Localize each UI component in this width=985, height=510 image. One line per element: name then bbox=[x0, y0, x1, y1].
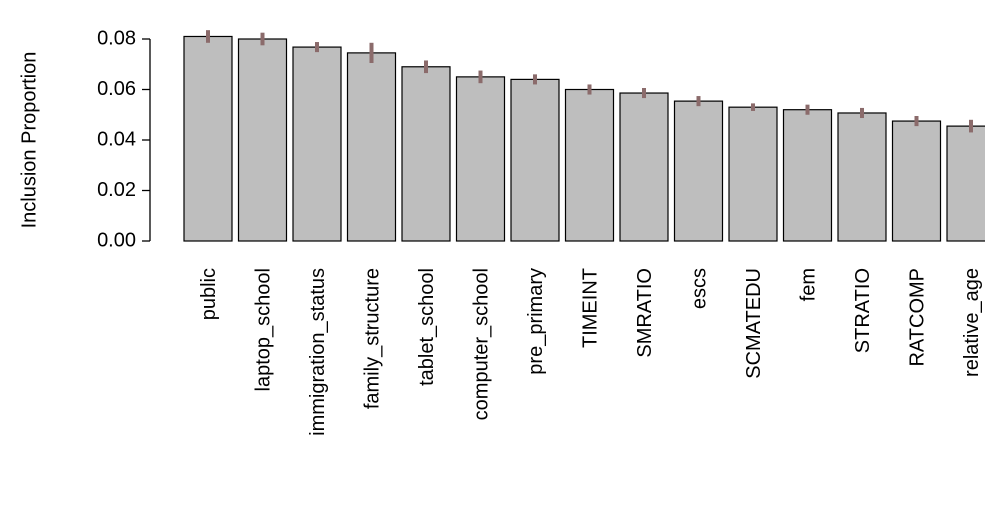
bar bbox=[564, 88, 615, 242]
y-tick-label: 0.00 bbox=[97, 229, 136, 251]
x-tick-label: laptop_school bbox=[253, 268, 275, 391]
bar bbox=[455, 76, 506, 242]
x-tick-label: STRATIO bbox=[852, 268, 874, 353]
x-tick-label: pre_primary bbox=[525, 268, 547, 375]
x-tick-label: public bbox=[198, 268, 220, 320]
x-tick-label: relative_age bbox=[961, 268, 983, 377]
bar bbox=[183, 35, 233, 242]
bar bbox=[782, 109, 833, 242]
bar bbox=[510, 78, 560, 242]
bar bbox=[891, 120, 942, 242]
y-tick-label: 0.08 bbox=[97, 27, 136, 49]
bar bbox=[728, 106, 778, 242]
x-tick-label: RATCOMP bbox=[907, 268, 929, 367]
bar bbox=[837, 112, 887, 242]
bar bbox=[619, 92, 669, 242]
bar bbox=[237, 38, 288, 242]
bar bbox=[346, 52, 397, 242]
x-tick-label: SCMATEDU bbox=[743, 268, 765, 379]
x-tick-label: computer_school bbox=[471, 268, 493, 420]
bar bbox=[292, 46, 342, 242]
x-tick-label: tablet_school bbox=[416, 268, 438, 386]
x-tick-label: family_structure bbox=[362, 268, 384, 409]
bar bbox=[946, 125, 985, 242]
x-tick-label: escs bbox=[689, 268, 711, 309]
y-tick-label: 0.02 bbox=[97, 179, 136, 201]
y-tick-label: 0.04 bbox=[97, 128, 136, 150]
x-tick-label: SMRATIO bbox=[634, 268, 656, 358]
x-tick-label: TIMEINT bbox=[580, 268, 602, 348]
y-axis-label: Inclusion Proportion bbox=[18, 52, 40, 229]
x-tick-label: immigration_status bbox=[307, 268, 329, 436]
bar bbox=[401, 66, 451, 242]
bar bbox=[673, 100, 724, 242]
x-tick-label: fem bbox=[798, 268, 820, 301]
y-tick-label: 0.06 bbox=[97, 78, 136, 100]
